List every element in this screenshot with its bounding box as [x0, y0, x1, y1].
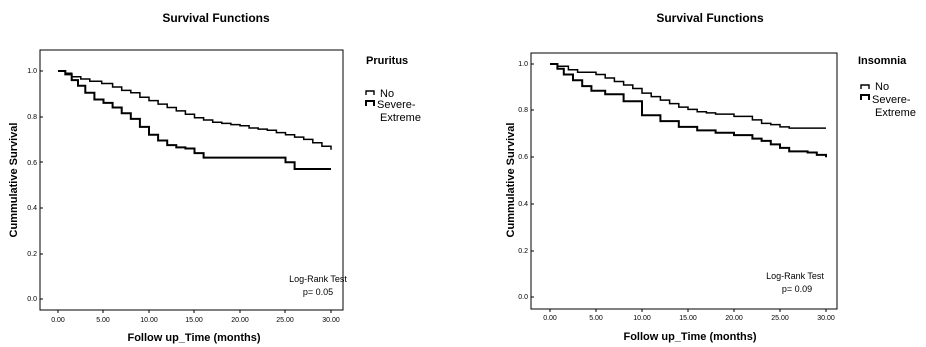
x-tick-label: 10.00 — [633, 315, 651, 322]
y-tick-label: 0.4 — [27, 205, 37, 212]
legend: Insomnia No Severe- Extreme — [858, 55, 916, 119]
x-tick-label: 15.00 — [185, 317, 203, 324]
y-axis-title: Cummulative Survival — [505, 123, 517, 238]
chart-title: Survival Functions — [656, 11, 764, 25]
x-tick-label: 5.00 — [96, 317, 110, 324]
survival-curve-no — [550, 63, 826, 129]
y-axis-title: Cummulative Survival — [8, 123, 20, 238]
x-tick-label: 30.00 — [817, 315, 835, 322]
log-rank-test-label: Log-Rank Test — [289, 274, 347, 284]
series-group — [58, 70, 332, 170]
legend-swatch-severe — [365, 100, 375, 106]
survival-curve-no — [58, 70, 332, 150]
legend-label-extreme: Extreme — [875, 107, 916, 119]
survival-curve-severe-extreme — [550, 63, 827, 158]
x-tick-label: 25.00 — [276, 317, 294, 324]
x-tick-label: 20.00 — [231, 317, 249, 324]
legend-swatch-severe — [860, 94, 870, 100]
legend-title: Insomnia — [858, 55, 907, 67]
y-tick-label: 1.0 — [27, 68, 37, 75]
legend-label-severe: Severe- — [872, 94, 911, 106]
x-axis-ticks: 0.00 5.00 10.00 15.00 20.00 25.00 30.00 — [51, 310, 340, 324]
survival-curve-severe-extreme — [58, 70, 331, 170]
y-tick-label: 0.4 — [518, 201, 528, 208]
y-tick-label: 1.0 — [518, 61, 528, 68]
chart-insomnia: Survival Functions 0.0 0.2 0.4 0.6 0.8 1… — [505, 11, 916, 343]
legend-label-severe: Severe- — [377, 99, 416, 111]
y-tick-label: 0.2 — [27, 251, 37, 258]
x-tick-label: 30.00 — [322, 317, 340, 324]
y-tick-label: 0.6 — [27, 160, 37, 167]
x-tick-label: 0.00 — [51, 317, 65, 324]
chart-pruritus: Survival Functions 0.0 0.2 0.4 0.6 0.8 1… — [8, 11, 421, 344]
y-tick-label: 0.6 — [518, 154, 528, 161]
plot-area-frame — [39, 49, 344, 311]
plot-area-frame — [530, 52, 838, 310]
y-tick-label: 0.0 — [518, 294, 528, 301]
series-group — [550, 63, 827, 158]
log-rank-test-label: Log-Rank Test — [766, 271, 824, 281]
x-axis-ticks: 0.00 5.00 10.00 15.00 20.00 25.00 30.00 — [543, 309, 835, 322]
x-axis-title: Follow up_Time (months) — [623, 331, 756, 343]
legend-label-extreme: Extreme — [380, 112, 421, 124]
x-tick-label: 25.00 — [771, 315, 789, 322]
p-value-label: p= 0.09 — [782, 284, 812, 294]
legend-swatch-no — [365, 90, 375, 95]
x-axis-title: Follow up_Time (months) — [127, 332, 260, 344]
chart-title: Survival Functions — [162, 11, 270, 25]
legend: Pruritus No Severe- Extreme — [365, 55, 421, 124]
p-value-label: p= 0.05 — [303, 287, 333, 297]
x-tick-label: 0.00 — [543, 315, 557, 322]
y-axis-ticks: 0.0 0.2 0.4 0.6 0.8 1.0 — [27, 68, 43, 303]
x-tick-label: 20.00 — [725, 315, 743, 322]
y-axis-ticks: 0.0 0.2 0.4 0.6 0.8 1.0 — [518, 61, 534, 301]
y-tick-label: 0.8 — [27, 114, 37, 121]
legend-label-no: No — [875, 81, 889, 93]
x-tick-label: 5.00 — [589, 315, 603, 322]
y-tick-label: 0.2 — [518, 248, 528, 255]
legend-swatch-no — [860, 84, 870, 89]
legend-title: Pruritus — [366, 55, 408, 67]
y-tick-label: 0.0 — [27, 296, 37, 303]
legend-label-no: No — [380, 88, 394, 100]
y-tick-label: 0.8 — [518, 107, 528, 114]
x-tick-label: 15.00 — [679, 315, 697, 322]
x-tick-label: 10.00 — [140, 317, 158, 324]
